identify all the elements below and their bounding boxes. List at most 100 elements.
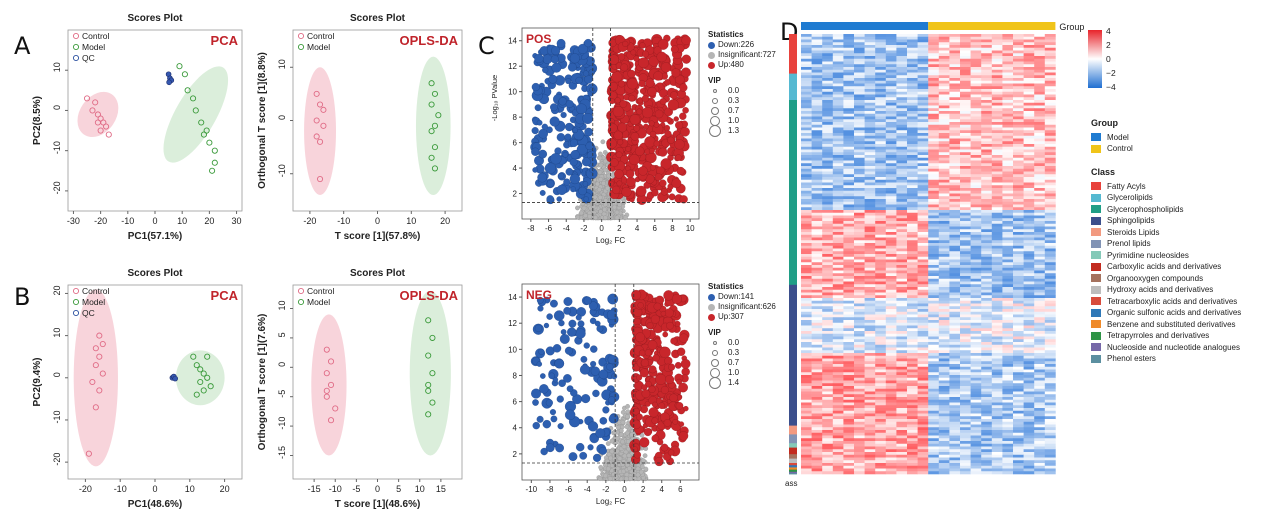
heatmap-cell	[928, 160, 940, 164]
heatmap-cell	[832, 94, 844, 98]
heatmap-cell	[928, 179, 940, 183]
heatmap-cell	[981, 270, 993, 274]
up-point	[648, 147, 655, 154]
heatmap-cell	[875, 89, 887, 93]
control-point	[83, 95, 91, 102]
heatmap-cell	[1013, 201, 1024, 205]
up-point	[640, 358, 650, 367]
heatmap-cell	[801, 47, 812, 51]
insignificant-point	[620, 420, 626, 425]
up-point	[639, 368, 649, 378]
heatmap-cell	[885, 47, 897, 51]
heatmap-cell	[970, 240, 982, 244]
heatmap-cell	[928, 215, 940, 219]
vip-level: 0.3	[708, 348, 776, 358]
legend-marker	[297, 298, 305, 306]
heatmap-cell	[907, 80, 918, 84]
heatmap-cell	[928, 80, 940, 84]
heatmap-cell	[896, 273, 908, 277]
heatmap-cell	[991, 149, 1003, 153]
heatmap-cell	[896, 229, 908, 233]
heatmap-cell	[928, 130, 940, 134]
heatmap-cell	[811, 237, 823, 241]
heatmap-cell	[917, 53, 929, 57]
heatmap-cell	[1044, 237, 1056, 241]
heatmap-cell	[864, 166, 876, 170]
heatmap-cell	[949, 61, 961, 65]
heatmap-cell	[811, 72, 823, 76]
heatmap-cell	[970, 102, 982, 106]
heatmap-cell	[896, 270, 908, 274]
y-tick-label: 8	[513, 113, 518, 122]
up-point	[678, 431, 689, 441]
heatmap-cell	[949, 130, 961, 134]
heatmap-cell	[864, 218, 876, 222]
heatmap-cell	[885, 102, 897, 106]
heatmap-cell	[801, 155, 812, 159]
heatmap-cell	[1044, 61, 1056, 65]
up-point	[659, 98, 667, 105]
heatmap-cell	[875, 149, 887, 153]
heatmap-cell	[864, 276, 876, 280]
control-point	[316, 138, 324, 145]
heatmap-cell	[854, 177, 865, 181]
heatmap-cell	[960, 130, 971, 134]
heatmap-cell	[949, 34, 961, 38]
up-point	[628, 94, 636, 102]
heatmap-cell	[822, 210, 834, 214]
heatmap-cell	[832, 111, 844, 115]
up-point	[615, 151, 623, 159]
heatmap-cell	[875, 157, 887, 161]
heatmap-cell	[875, 248, 887, 252]
heatmap-cell	[981, 179, 993, 183]
up-point	[617, 122, 628, 133]
heatmap-cell	[1034, 78, 1046, 82]
heatmap-cell	[811, 171, 823, 175]
heatmap-cell	[832, 188, 844, 192]
heatmap-cell	[801, 199, 812, 203]
heatmap-cell	[960, 232, 971, 236]
heatmap-cell	[832, 265, 844, 269]
heatmap-cell	[970, 72, 982, 76]
heatmap-cell	[875, 163, 887, 167]
heatmap-cell	[1034, 265, 1046, 269]
insignificant-point	[591, 203, 596, 209]
x-tick-label: -15	[308, 484, 321, 494]
heatmap-cell	[875, 124, 887, 128]
heatmap-cell	[854, 248, 865, 252]
up-point	[679, 83, 688, 92]
heatmap-cell	[938, 254, 950, 258]
heatmap-cell	[949, 276, 961, 280]
heatmap-cell	[938, 221, 950, 225]
heatmap-cell	[832, 39, 844, 43]
heatmap-cell	[970, 237, 982, 241]
heatmap-cell	[1034, 113, 1046, 117]
insignificant-point	[598, 162, 604, 168]
heatmap-cell	[811, 119, 823, 123]
heatmap-cell	[1002, 108, 1014, 112]
vip-header: VIP	[708, 76, 721, 85]
y-tick-label: -5	[277, 390, 287, 398]
heatmap-cell	[970, 273, 982, 277]
heatmap-cell	[822, 221, 834, 225]
x-axis-label: T score [1](48.6%)	[335, 499, 421, 510]
heatmap-cell	[960, 262, 971, 266]
up-point	[653, 121, 660, 128]
heatmap-cell	[1013, 182, 1024, 186]
heatmap-cell	[1044, 135, 1056, 139]
y-axis-label: Orthogonal T score [1](8.8%)	[257, 52, 268, 189]
heatmap-cell	[907, 182, 918, 186]
down-point	[560, 111, 567, 119]
heatmap-cell	[1034, 47, 1046, 51]
up-point	[620, 63, 629, 72]
heatmap-cell	[970, 94, 982, 98]
down-point	[540, 373, 546, 379]
heatmap-cell	[822, 105, 834, 109]
y-tick-label: 12	[508, 319, 517, 328]
heatmap-cell	[1002, 223, 1014, 227]
heatmap-cell	[907, 273, 918, 277]
heatmap-cell	[949, 270, 961, 274]
heatmap-cell	[928, 34, 940, 38]
heatmap-cell	[1013, 78, 1024, 82]
